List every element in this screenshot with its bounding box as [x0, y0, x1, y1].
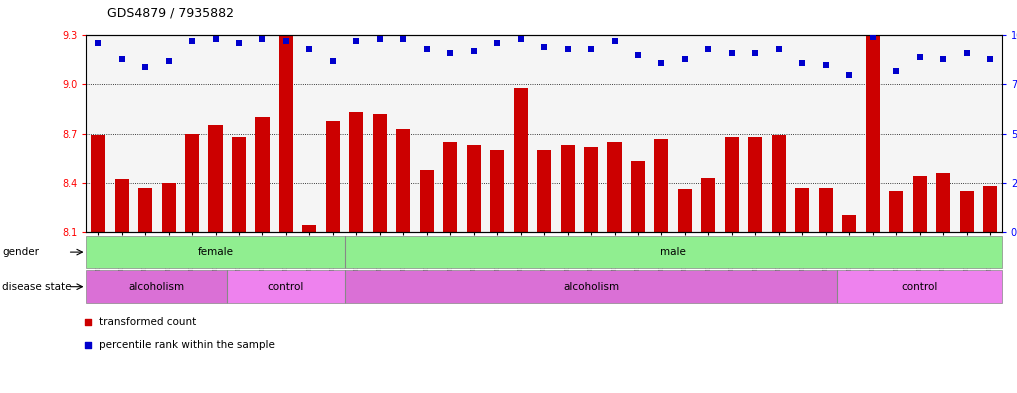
Text: disease state: disease state: [2, 282, 71, 292]
Bar: [185, 134, 199, 232]
Bar: [936, 173, 950, 232]
Point: [630, 52, 646, 58]
Bar: [795, 187, 810, 232]
Bar: [255, 117, 270, 232]
Bar: [86, 270, 227, 303]
Bar: [279, 11, 293, 232]
Bar: [162, 183, 176, 232]
Point: [747, 50, 764, 56]
Bar: [725, 137, 739, 232]
Text: percentile rank within the sample: percentile rank within the sample: [99, 340, 275, 351]
Point: [301, 46, 317, 52]
Point: [184, 38, 200, 44]
Bar: [772, 135, 786, 232]
Text: alcoholism: alcoholism: [563, 282, 619, 292]
Text: male: male: [660, 247, 686, 257]
Bar: [842, 215, 856, 232]
Point: [701, 46, 717, 52]
Bar: [92, 135, 105, 232]
Text: female: female: [197, 247, 234, 257]
Bar: [115, 180, 129, 232]
Point: [864, 34, 881, 40]
Bar: [86, 236, 345, 268]
Bar: [678, 189, 692, 232]
Bar: [749, 137, 763, 232]
Point: [794, 60, 811, 66]
Bar: [654, 138, 668, 232]
Point: [911, 54, 928, 60]
Bar: [631, 162, 645, 232]
Point: [231, 40, 247, 46]
Bar: [607, 142, 621, 232]
Point: [324, 58, 341, 64]
Point: [771, 46, 787, 52]
Bar: [373, 114, 386, 232]
Bar: [865, 0, 880, 232]
Bar: [560, 145, 575, 232]
Point: [559, 46, 576, 52]
Bar: [912, 176, 926, 232]
Bar: [983, 186, 997, 232]
Point: [513, 36, 529, 42]
Bar: [302, 225, 316, 232]
Bar: [467, 145, 481, 232]
Bar: [138, 187, 153, 232]
Point: [888, 68, 904, 74]
Bar: [514, 88, 528, 232]
Point: [419, 46, 435, 52]
Point: [80, 342, 97, 349]
Text: control: control: [267, 282, 304, 292]
Bar: [397, 129, 410, 232]
Text: transformed count: transformed count: [99, 317, 196, 327]
Point: [676, 56, 693, 62]
Bar: [345, 270, 837, 303]
Bar: [837, 270, 1002, 303]
Point: [958, 50, 974, 56]
Point: [207, 36, 224, 42]
Bar: [584, 147, 598, 232]
Bar: [232, 137, 246, 232]
Text: GDS4879 / 7935882: GDS4879 / 7935882: [107, 7, 234, 20]
Bar: [537, 150, 551, 232]
Point: [80, 318, 97, 325]
Bar: [819, 187, 833, 232]
Point: [841, 72, 857, 78]
Bar: [490, 150, 504, 232]
Bar: [345, 236, 1002, 268]
Point: [254, 36, 271, 42]
Point: [371, 36, 387, 42]
Point: [137, 64, 154, 70]
Bar: [227, 270, 345, 303]
Point: [91, 40, 107, 46]
Bar: [443, 142, 458, 232]
Text: alcoholism: alcoholism: [129, 282, 185, 292]
Point: [653, 60, 669, 66]
Bar: [349, 112, 363, 232]
Point: [161, 58, 177, 64]
Point: [724, 50, 740, 56]
Bar: [889, 191, 903, 232]
Bar: [325, 121, 340, 232]
Text: control: control: [901, 282, 938, 292]
Point: [935, 56, 951, 62]
Point: [818, 62, 834, 68]
Point: [583, 46, 599, 52]
Text: gender: gender: [2, 247, 39, 257]
Point: [442, 50, 459, 56]
Point: [489, 40, 505, 46]
Bar: [208, 125, 223, 232]
Point: [278, 38, 294, 44]
Bar: [959, 191, 973, 232]
Bar: [702, 178, 715, 232]
Point: [981, 56, 998, 62]
Point: [466, 48, 482, 54]
Bar: [420, 170, 434, 232]
Point: [606, 38, 622, 44]
Point: [348, 38, 364, 44]
Point: [114, 56, 130, 62]
Point: [536, 44, 552, 50]
Point: [396, 36, 412, 42]
